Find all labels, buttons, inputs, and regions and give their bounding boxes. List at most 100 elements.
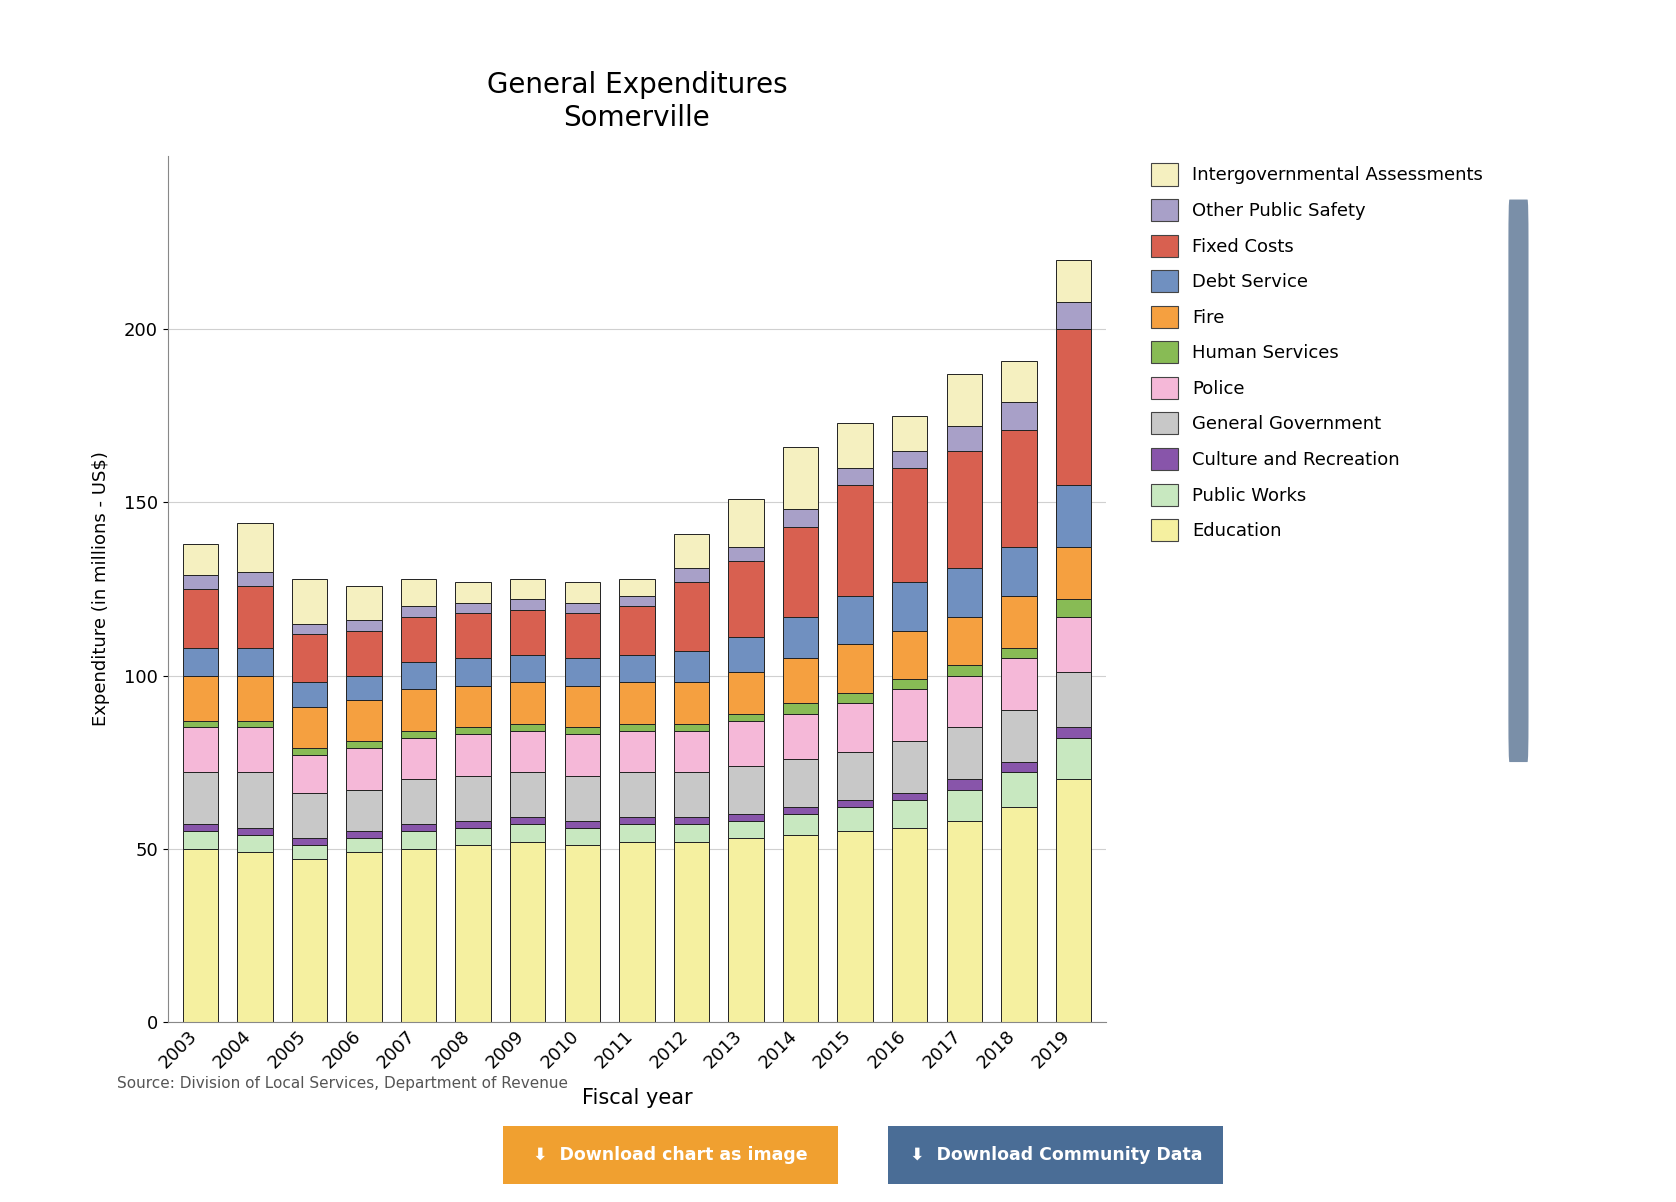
Bar (729, 547, 764, 561)
Bar (510, 817, 545, 825)
Bar (510, 731, 545, 773)
Bar (892, 451, 927, 468)
Bar (292, 845, 327, 859)
Bar (1056, 779, 1091, 1022)
Bar (401, 617, 436, 661)
Bar (292, 624, 327, 633)
Bar (674, 825, 709, 841)
Bar (892, 793, 927, 801)
Bar (565, 603, 600, 613)
Bar (729, 821, 764, 838)
Bar (783, 814, 818, 834)
Bar (401, 606, 436, 617)
Bar (1001, 762, 1036, 773)
Bar (618, 731, 655, 773)
Bar (238, 523, 273, 572)
Bar (183, 575, 218, 589)
Bar (565, 734, 600, 776)
Bar (674, 651, 709, 683)
Bar (1001, 401, 1036, 430)
Bar (838, 703, 873, 751)
Bar (1056, 302, 1091, 329)
Bar (510, 683, 545, 724)
Bar (238, 572, 273, 585)
Bar (729, 838, 764, 1022)
Bar (729, 637, 764, 672)
Bar (183, 849, 218, 1022)
Bar (947, 451, 982, 569)
Bar (892, 468, 927, 582)
Bar (674, 724, 709, 731)
Bar (456, 582, 491, 603)
Bar (783, 447, 818, 510)
Bar (292, 755, 327, 793)
Bar (238, 676, 273, 720)
Bar (618, 606, 655, 655)
Bar (783, 617, 818, 659)
Bar (401, 779, 436, 825)
Bar (238, 834, 273, 852)
Bar (1001, 773, 1036, 807)
Bar (729, 814, 764, 821)
Bar (892, 690, 927, 742)
Bar (618, 841, 655, 1022)
X-axis label: Fiscal year: Fiscal year (582, 1088, 692, 1108)
Bar (183, 648, 218, 676)
Bar (401, 849, 436, 1022)
Bar (347, 620, 382, 631)
Bar (674, 817, 709, 825)
Bar (947, 427, 982, 451)
Bar (783, 758, 818, 807)
Bar (1056, 547, 1091, 600)
Bar (565, 613, 600, 659)
Bar (456, 659, 491, 686)
Bar (947, 374, 982, 427)
Bar (456, 734, 491, 776)
Bar (238, 828, 273, 834)
Bar (565, 776, 600, 821)
Bar (238, 720, 273, 727)
Bar (674, 582, 709, 651)
Bar (892, 416, 927, 451)
Bar (347, 700, 382, 742)
Bar (783, 714, 818, 758)
Bar (674, 731, 709, 773)
Bar (783, 526, 818, 617)
Bar (838, 596, 873, 644)
Bar (729, 766, 764, 814)
Bar (618, 773, 655, 817)
Bar (183, 720, 218, 727)
Bar (565, 582, 600, 603)
Bar (347, 676, 382, 700)
Bar (947, 665, 982, 676)
Bar (510, 600, 545, 609)
Bar (1001, 361, 1036, 401)
Bar (456, 821, 491, 828)
Bar (947, 727, 982, 779)
Bar (838, 692, 873, 703)
Bar (510, 578, 545, 600)
Bar (456, 776, 491, 821)
Bar (456, 686, 491, 727)
Bar (1056, 329, 1091, 486)
Bar (1001, 648, 1036, 659)
Bar (183, 589, 218, 648)
Y-axis label: Expenditure (in millions - US$): Expenditure (in millions - US$) (92, 452, 111, 726)
Bar (238, 852, 273, 1022)
Bar (401, 832, 436, 849)
Bar (674, 534, 709, 569)
Bar (401, 731, 436, 738)
Bar (892, 582, 927, 631)
Bar (183, 676, 218, 720)
Bar (729, 720, 764, 766)
Bar (618, 724, 655, 731)
Bar (292, 748, 327, 755)
Bar (783, 659, 818, 703)
Bar (292, 633, 327, 683)
Bar (783, 703, 818, 714)
Bar (292, 683, 327, 707)
Bar (456, 828, 491, 845)
Bar (1056, 738, 1091, 779)
Bar (838, 751, 873, 801)
Bar (183, 727, 218, 773)
